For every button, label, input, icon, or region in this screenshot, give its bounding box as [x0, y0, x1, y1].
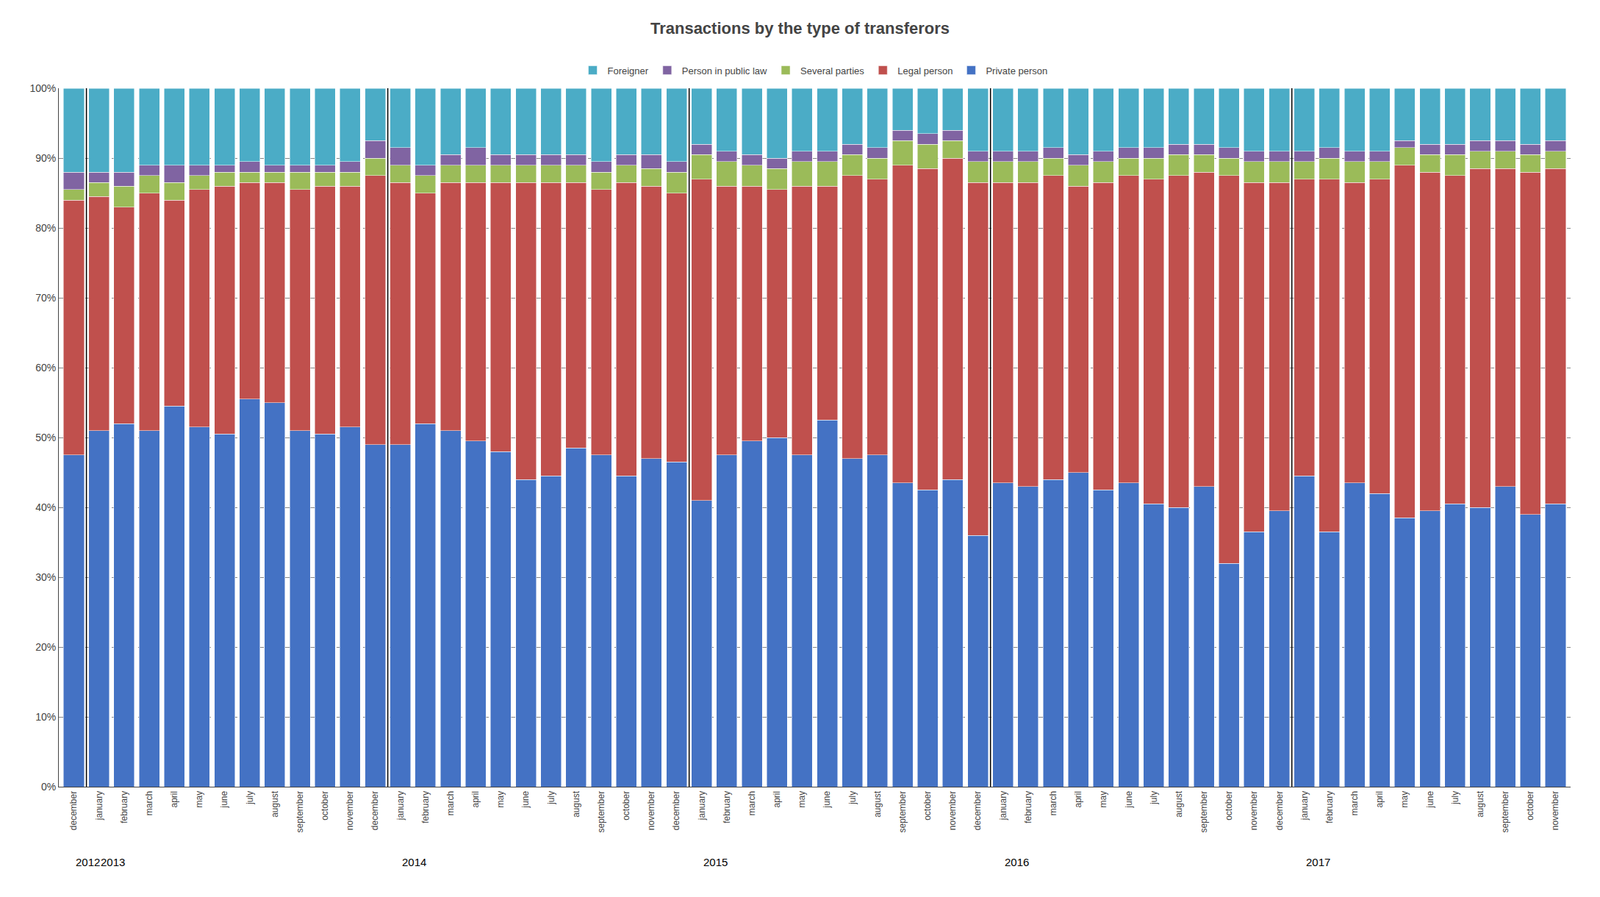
svg-text:july: july — [1148, 790, 1160, 805]
svg-text:may: may — [495, 790, 506, 808]
svg-text:0%: 0% — [41, 780, 56, 793]
svg-text:october: october — [922, 790, 933, 821]
svg-text:september: september — [294, 790, 306, 833]
svg-text:2014: 2014 — [402, 855, 427, 868]
svg-text:january: january — [1299, 790, 1310, 821]
svg-text:2015: 2015 — [703, 855, 728, 868]
svg-text:february: february — [721, 790, 733, 824]
svg-text:july: july — [546, 790, 557, 805]
svg-text:october: october — [1223, 790, 1234, 821]
svg-text:10%: 10% — [35, 710, 56, 723]
svg-text:october: october — [1525, 790, 1536, 821]
svg-text:april: april — [470, 790, 481, 808]
svg-text:100%: 100% — [29, 82, 56, 95]
svg-text:Private person: Private person — [985, 65, 1048, 77]
svg-text:may: may — [1098, 790, 1109, 808]
svg-text:70%: 70% — [35, 291, 56, 304]
svg-text:2017: 2017 — [1306, 855, 1331, 868]
svg-text:january: january — [395, 790, 406, 821]
svg-text:december: december — [68, 790, 79, 830]
svg-text:may: may — [796, 790, 807, 808]
svg-text:august: august — [1475, 790, 1486, 818]
svg-text:2013: 2013 — [100, 855, 125, 868]
svg-text:june: june — [1123, 790, 1135, 808]
svg-text:Legal person: Legal person — [897, 65, 953, 77]
svg-text:december: december — [1274, 790, 1285, 830]
svg-text:20%: 20% — [35, 640, 56, 653]
svg-text:march: march — [445, 790, 456, 816]
svg-text:30%: 30% — [35, 571, 56, 583]
svg-text:Foreigner: Foreigner — [607, 65, 649, 77]
svg-text:50%: 50% — [35, 431, 56, 444]
svg-text:Transactions by the type of tr: Transactions by the type of transferors — [650, 19, 950, 38]
svg-text:september: september — [596, 790, 607, 833]
svg-text:june: june — [1425, 790, 1436, 808]
svg-text:40%: 40% — [35, 501, 56, 513]
svg-text:august: august — [872, 790, 883, 818]
svg-text:january: january — [696, 790, 708, 821]
svg-text:november: november — [646, 790, 657, 830]
svg-text:march: march — [1048, 790, 1059, 816]
svg-text:september: september — [1198, 790, 1210, 833]
svg-text:december: december — [671, 790, 682, 830]
svg-text:february: february — [1023, 790, 1034, 824]
svg-text:Person in public law: Person in public law — [682, 65, 768, 77]
svg-text:Several parties: Several parties — [800, 65, 865, 77]
svg-text:december: december — [369, 790, 380, 830]
svg-text:july: july — [847, 790, 858, 805]
svg-text:90%: 90% — [35, 152, 56, 164]
svg-text:2016: 2016 — [1004, 855, 1029, 868]
svg-text:august: august — [269, 790, 281, 818]
svg-text:april: april — [1073, 790, 1084, 808]
svg-text:2012: 2012 — [75, 855, 100, 868]
svg-text:november: november — [344, 790, 355, 830]
svg-text:june: june — [520, 790, 531, 808]
svg-text:june: june — [821, 790, 832, 808]
svg-text:march: march — [1349, 790, 1360, 816]
svg-text:june: june — [219, 790, 230, 808]
svg-text:september: september — [1500, 790, 1511, 833]
svg-text:80%: 80% — [35, 221, 56, 234]
svg-text:september: september — [897, 790, 908, 833]
svg-text:july: july — [244, 790, 256, 805]
svg-text:february: february — [119, 790, 130, 824]
svg-text:october: october — [319, 790, 330, 821]
svg-text:march: march — [746, 790, 758, 816]
svg-text:march: march — [144, 790, 155, 816]
svg-text:april: april — [169, 790, 180, 808]
svg-text:november: november — [1550, 790, 1561, 830]
svg-text:may: may — [1399, 790, 1410, 808]
svg-text:february: february — [1324, 790, 1335, 824]
svg-text:february: february — [420, 790, 431, 824]
svg-text:august: august — [571, 790, 582, 818]
svg-text:november: november — [1248, 790, 1259, 830]
svg-text:november: november — [947, 790, 958, 830]
svg-text:april: april — [771, 790, 782, 808]
svg-text:may: may — [194, 790, 205, 808]
svg-text:august: august — [1173, 790, 1185, 818]
svg-text:60%: 60% — [35, 361, 56, 374]
svg-text:january: january — [998, 790, 1009, 821]
svg-text:december: december — [973, 790, 984, 830]
svg-text:october: october — [621, 790, 632, 821]
svg-text:july: july — [1450, 790, 1461, 805]
svg-text:january: january — [94, 790, 105, 821]
svg-text:april: april — [1374, 790, 1385, 808]
